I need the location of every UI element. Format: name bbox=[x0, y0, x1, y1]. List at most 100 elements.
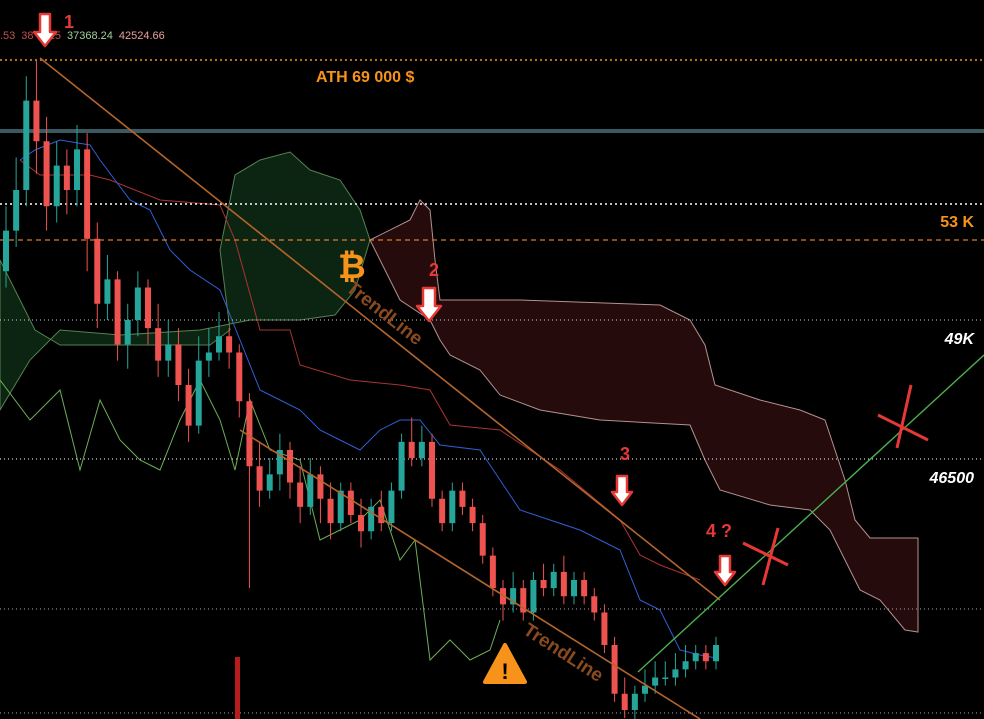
candle-body bbox=[3, 230, 9, 272]
candle-body bbox=[13, 190, 20, 231]
candle-body bbox=[581, 580, 588, 597]
trendline-upper bbox=[39, 57, 721, 601]
down-arrow-icon-4 bbox=[713, 554, 737, 587]
candle-body bbox=[449, 490, 456, 524]
candle-body bbox=[43, 141, 50, 207]
red-x-mark-upper bbox=[877, 384, 929, 449]
candle-body bbox=[692, 653, 699, 662]
kumo-green-area bbox=[0, 151, 371, 411]
down-arrow-icon-2 bbox=[415, 286, 443, 323]
candle-body bbox=[23, 100, 30, 190]
candle-body bbox=[297, 482, 304, 507]
candle-body bbox=[530, 580, 537, 613]
candle-body bbox=[550, 571, 557, 589]
candle-body bbox=[571, 580, 577, 597]
candle-body bbox=[266, 474, 273, 491]
candle-body bbox=[652, 677, 659, 686]
down-arrow-icon-1 bbox=[32, 12, 58, 48]
candle-body bbox=[195, 360, 202, 426]
marker-1-label: 1 bbox=[64, 12, 74, 32]
candle-body bbox=[368, 506, 375, 532]
candle-body bbox=[307, 474, 314, 507]
candle-body bbox=[418, 441, 425, 459]
candle-body bbox=[347, 490, 354, 515]
candle-body bbox=[175, 344, 182, 385]
level-46500-label: 46500 bbox=[929, 470, 975, 487]
candle-body bbox=[398, 441, 405, 491]
candle-body bbox=[510, 588, 517, 605]
ohlc-value-5: 42524.66 bbox=[118, 30, 165, 42]
candle-body bbox=[459, 490, 466, 507]
candle-body bbox=[642, 685, 648, 694]
candle-body bbox=[713, 645, 719, 662]
candle-body bbox=[702, 653, 709, 662]
lagging-span-line bbox=[0, 378, 501, 662]
candle-body bbox=[489, 555, 496, 589]
candle-body bbox=[155, 328, 162, 361]
red-x-mark-lower bbox=[742, 527, 789, 586]
volume-spike-bar bbox=[235, 657, 240, 719]
candle-body bbox=[104, 279, 111, 304]
warning-icon-glyph: ! bbox=[501, 659, 508, 684]
candle-body bbox=[378, 506, 385, 524]
candles-group bbox=[3, 60, 719, 719]
candle-body bbox=[358, 515, 364, 532]
candle-body bbox=[469, 506, 476, 524]
candle-body bbox=[439, 498, 446, 524]
candle-body bbox=[429, 441, 435, 499]
kumo-red-area bbox=[369, 199, 919, 633]
marker-2-label: 2 bbox=[429, 260, 439, 280]
candle-body bbox=[63, 165, 70, 190]
ohlc-value-1: .53 bbox=[0, 30, 16, 42]
candle-body bbox=[53, 165, 60, 207]
candle-body bbox=[114, 279, 121, 345]
candle-body bbox=[682, 661, 689, 670]
candle-body bbox=[540, 580, 547, 589]
candle-body bbox=[165, 344, 172, 361]
candle-body bbox=[560, 571, 567, 597]
candle-body bbox=[520, 588, 527, 613]
ohlc-value-2: 38 bbox=[21, 30, 34, 42]
candle-body bbox=[236, 352, 243, 402]
candle-body bbox=[287, 450, 293, 483]
level-49k-label: 49K bbox=[944, 331, 976, 348]
candle-body bbox=[124, 320, 131, 345]
candle-body bbox=[84, 149, 91, 239]
candle-body bbox=[601, 612, 608, 645]
marker-4-label: 4 ? bbox=[706, 521, 732, 541]
support-line-green bbox=[637, 354, 984, 673]
ohlc-value-4: 37368.24 bbox=[66, 30, 113, 42]
candle-body bbox=[74, 149, 80, 190]
candle-body bbox=[337, 490, 344, 524]
candle-body bbox=[500, 588, 506, 605]
candle-body bbox=[226, 336, 233, 353]
candle-body bbox=[611, 645, 618, 694]
warning-icon: ! bbox=[483, 643, 527, 684]
candle-body bbox=[479, 523, 486, 556]
candle-body bbox=[33, 100, 40, 142]
candle-body bbox=[134, 287, 141, 320]
candle-body bbox=[317, 474, 324, 499]
candle-body bbox=[631, 693, 638, 710]
level-53k-label: 53 K bbox=[940, 214, 974, 231]
candle-body bbox=[246, 401, 253, 467]
candle-body bbox=[327, 498, 334, 524]
candle-body bbox=[145, 287, 151, 329]
trendline-lower bbox=[239, 429, 701, 719]
candle-body bbox=[388, 490, 395, 524]
blue-band bbox=[0, 129, 984, 133]
candle-body bbox=[216, 336, 222, 353]
candle-body bbox=[94, 238, 101, 304]
candle-body bbox=[256, 466, 263, 491]
bitcoin-icon: ₿ bbox=[338, 247, 366, 287]
down-arrow-icon-3 bbox=[610, 474, 634, 507]
candle-body bbox=[408, 441, 415, 459]
candle-body bbox=[621, 693, 628, 710]
candle-body bbox=[185, 385, 192, 426]
candle-body bbox=[672, 669, 679, 678]
ath-label: ATH 69 000 $ bbox=[316, 69, 415, 86]
candle-body bbox=[205, 352, 212, 361]
candle-body bbox=[662, 677, 669, 679]
candle-body bbox=[591, 596, 598, 613]
